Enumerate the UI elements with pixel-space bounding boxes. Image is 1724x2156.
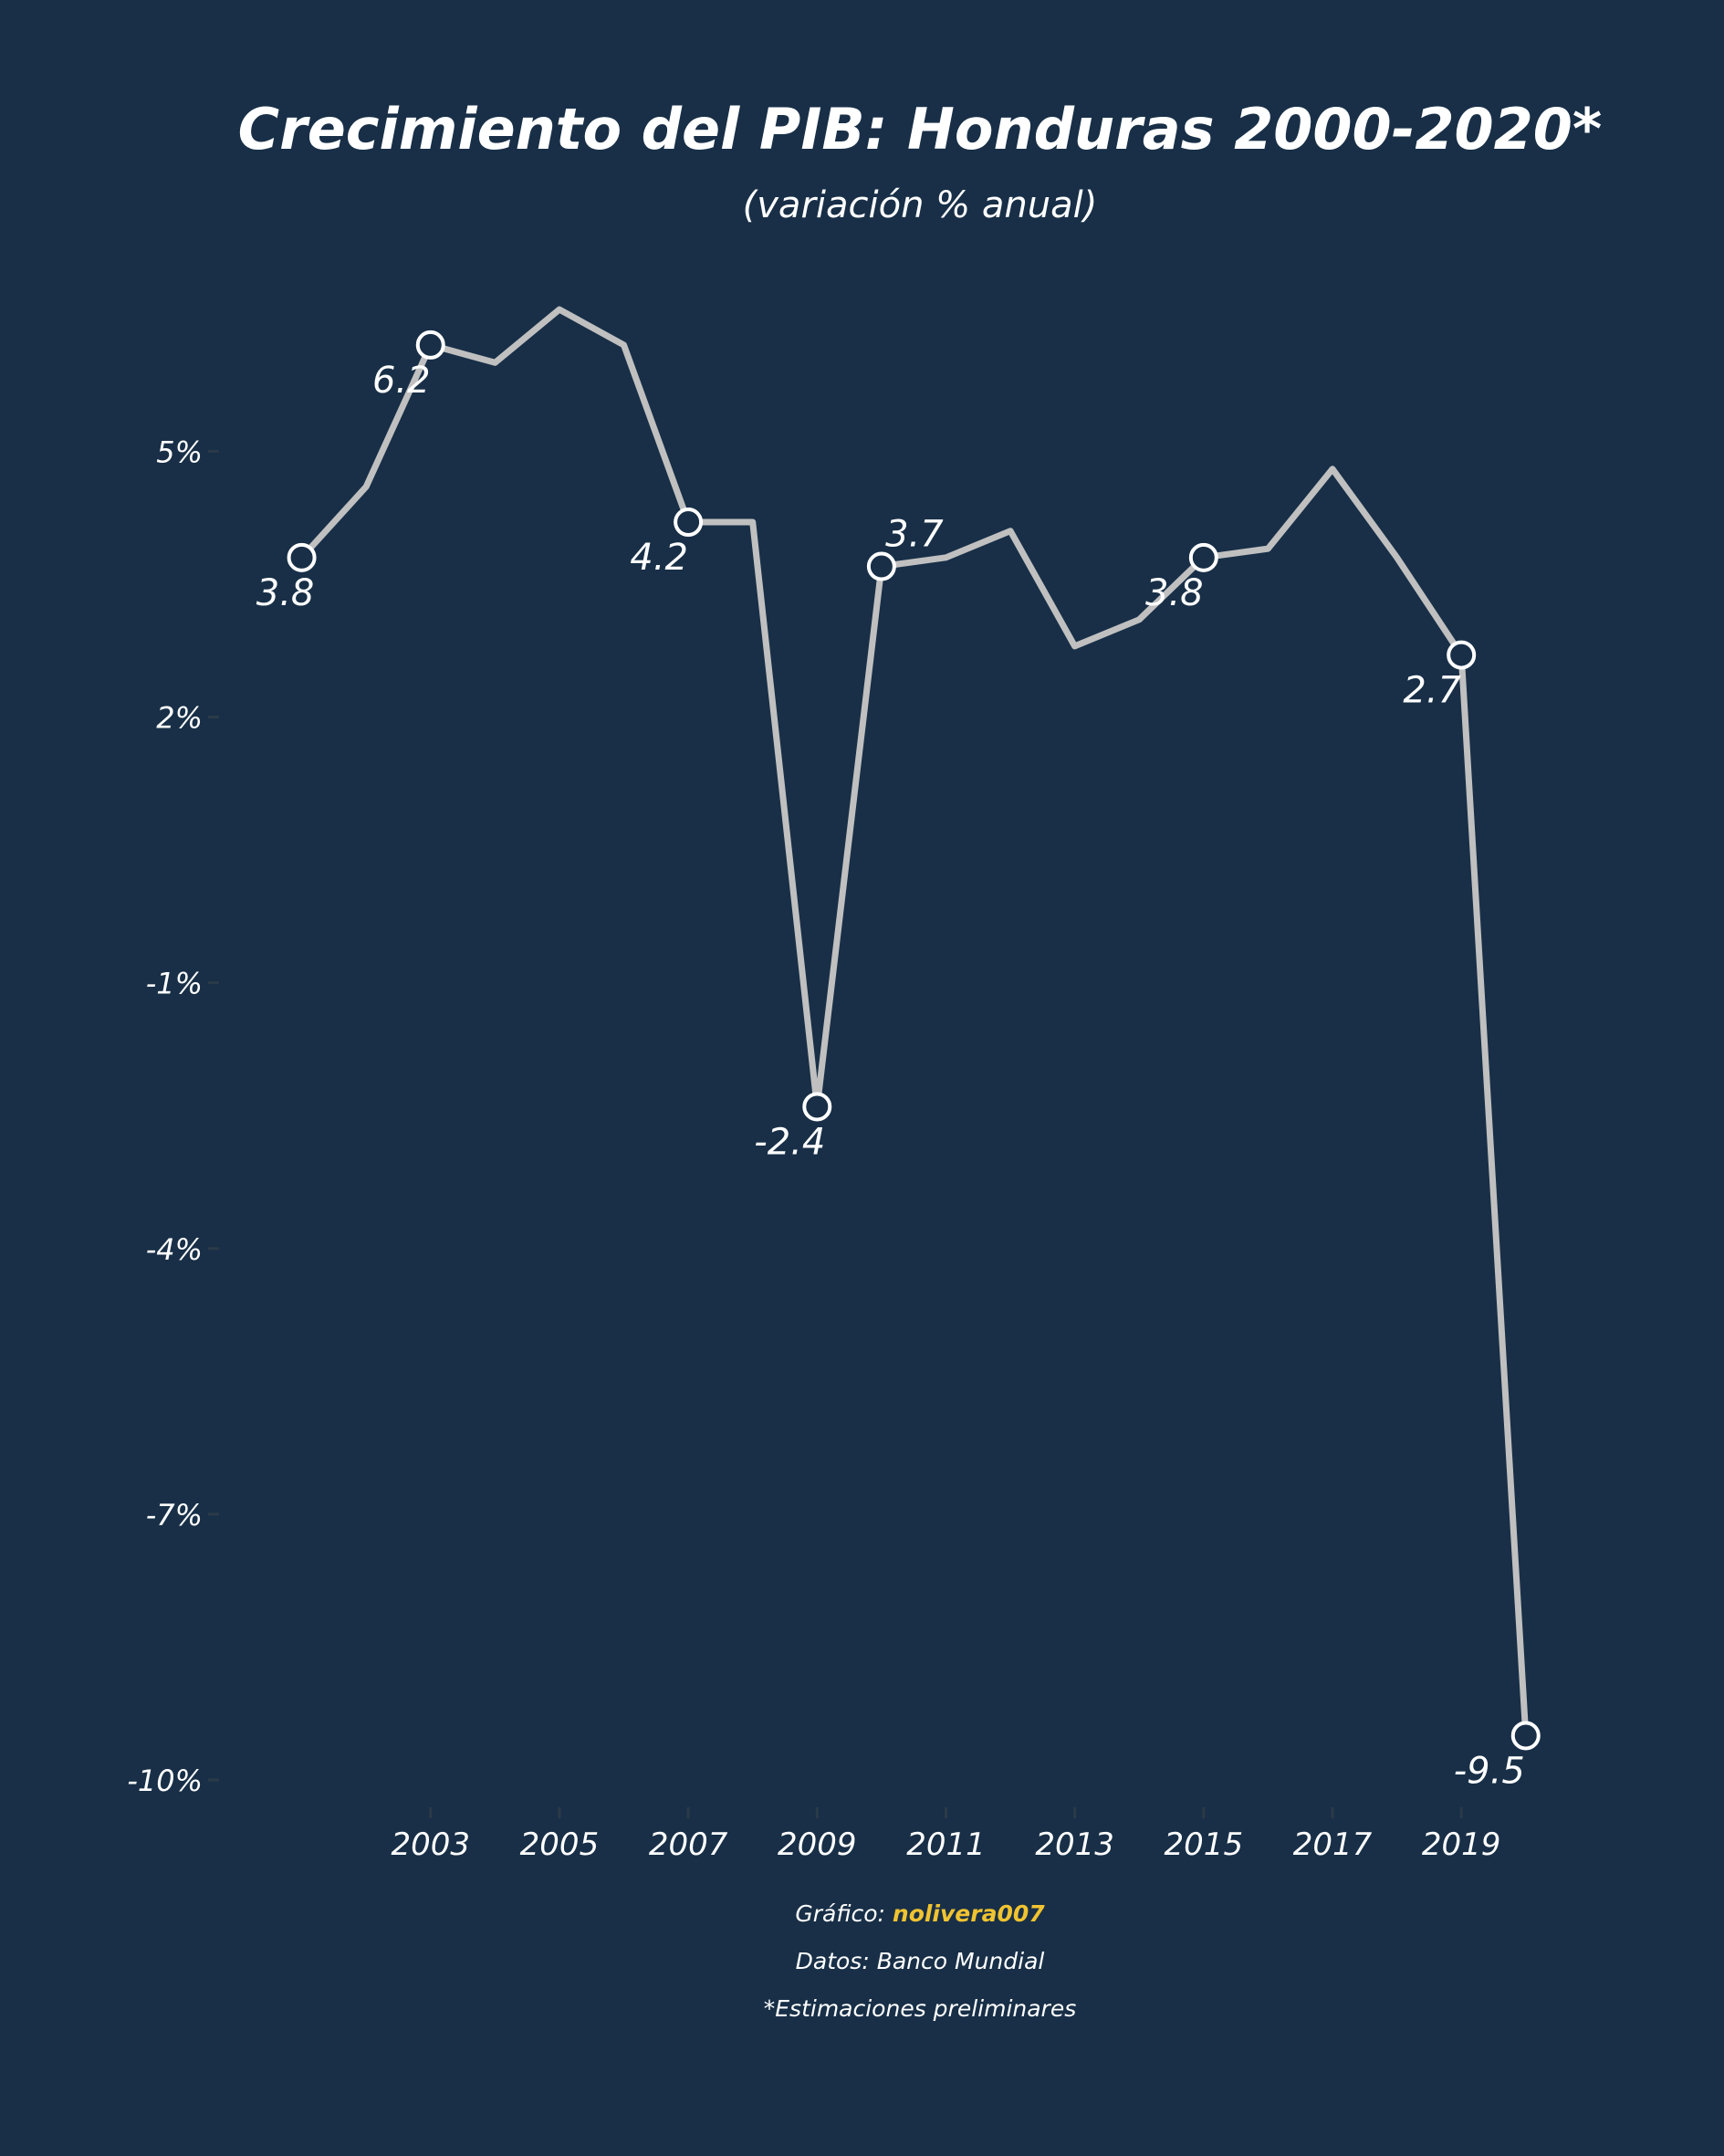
y-axis: 5% 2% -1% -4% -7% -10% bbox=[127, 434, 219, 1798]
series-area bbox=[298, 306, 1530, 1739]
caption-grafico: Gráfico: nolivera007 bbox=[795, 1900, 1045, 1927]
data-labels: 3.8 6.2 4.2 -2.4 3.7 3.8 2.7 -9.5 bbox=[256, 360, 1525, 1793]
y-tick-label: -10% bbox=[127, 1764, 203, 1798]
caption-grafico-prefix: Gráfico: bbox=[795, 1900, 893, 1927]
data-label: 4.2 bbox=[630, 537, 688, 579]
x-tick-label: 2003 bbox=[391, 1826, 470, 1863]
x-tick-label: 2017 bbox=[1293, 1826, 1373, 1863]
data-point bbox=[415, 330, 445, 360]
data-label: 2.7 bbox=[1403, 670, 1461, 712]
data-point bbox=[1447, 640, 1477, 670]
data-label: -2.4 bbox=[754, 1121, 825, 1163]
chart-title: Crecimiento del PIB: Honduras 2000-2020* bbox=[238, 96, 1603, 162]
caption-nota: *Estimaciones preliminares bbox=[764, 1995, 1077, 2022]
caption-author: nolivera007 bbox=[893, 1900, 1045, 1927]
data-label: 6.2 bbox=[372, 360, 431, 402]
chart-subtitle: (variación % anual) bbox=[743, 184, 1098, 226]
y-tick-label: 5% bbox=[156, 434, 203, 469]
caption-datos: Datos: Banco Mundial bbox=[796, 1948, 1045, 1974]
data-point bbox=[674, 508, 704, 538]
y-tick-label: -7% bbox=[146, 1498, 203, 1533]
y-tick-label: -1% bbox=[146, 967, 203, 1001]
data-label: 3.7 bbox=[885, 514, 944, 556]
markers bbox=[287, 330, 1541, 1751]
data-label: -9.5 bbox=[1454, 1750, 1525, 1792]
data-point bbox=[866, 551, 896, 581]
x-tick-label: 2011 bbox=[906, 1826, 986, 1863]
y-tick-label: -4% bbox=[146, 1232, 203, 1267]
data-point bbox=[1510, 1721, 1541, 1751]
data-label: 3.8 bbox=[256, 572, 315, 614]
y-tick-label: 2% bbox=[156, 701, 203, 736]
x-tick-label: 2013 bbox=[1035, 1826, 1114, 1863]
data-label: 3.8 bbox=[1145, 572, 1204, 614]
data-point bbox=[287, 542, 317, 572]
x-tick-label: 2007 bbox=[649, 1826, 728, 1863]
data-point bbox=[1188, 542, 1218, 572]
x-tick-label: 2015 bbox=[1165, 1826, 1244, 1863]
data-point bbox=[802, 1092, 832, 1122]
x-tick-label: 2005 bbox=[520, 1826, 600, 1863]
caption: Gráfico: nolivera007 Datos: Banco Mundia… bbox=[764, 1900, 1077, 2022]
x-tick-label: 2019 bbox=[1422, 1826, 1501, 1863]
series-line bbox=[298, 306, 1530, 1739]
x-axis: 2003 2005 2007 2009 2011 2013 2015 2017 2019 bbox=[391, 1807, 1500, 1863]
x-tick-label: 2009 bbox=[778, 1826, 857, 1863]
